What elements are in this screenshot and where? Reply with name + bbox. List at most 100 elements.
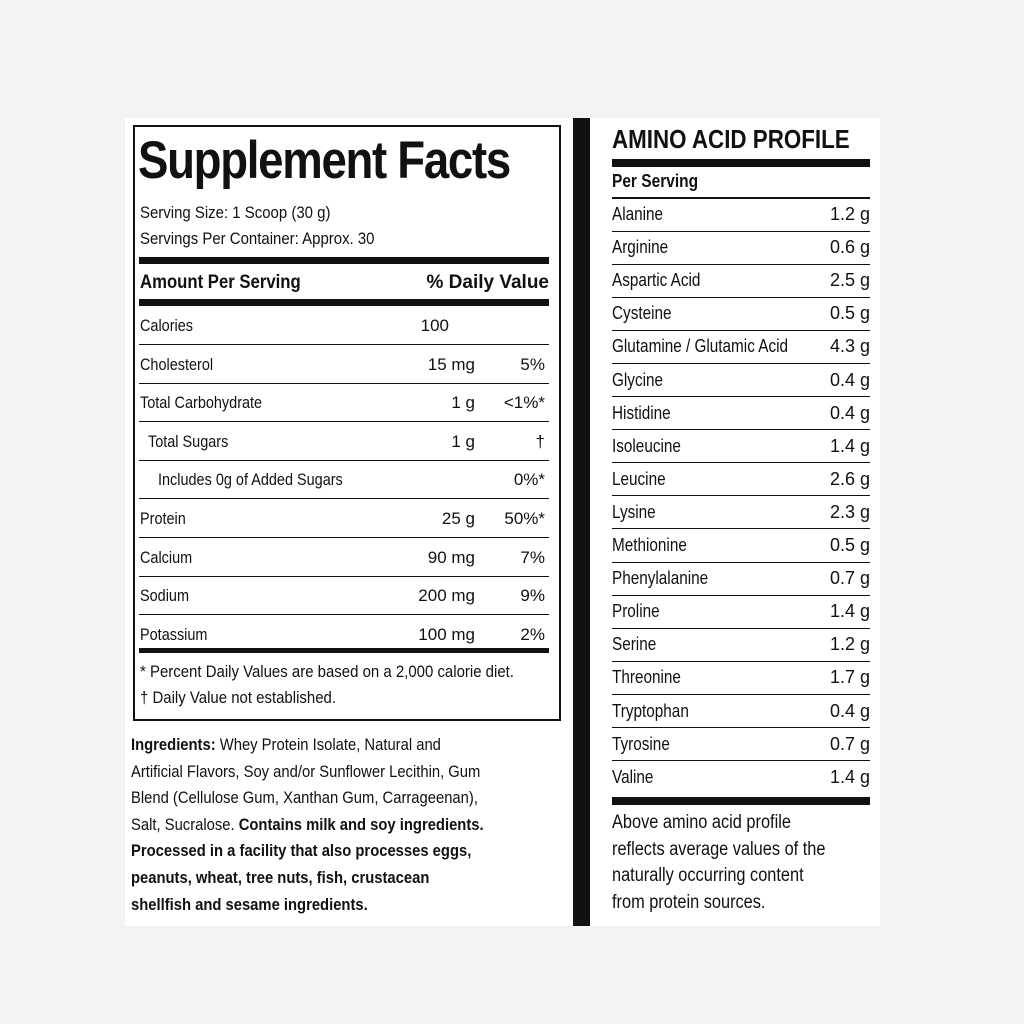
ingredients-segment: shellfish and sesame ingredients. <box>131 894 368 914</box>
nutrient-amount: 100 mg <box>418 624 475 644</box>
amino-acid-name: Alanine <box>612 204 664 224</box>
nutrient-row: Cholesterol 15 mg 5% <box>139 345 549 384</box>
daily-value-header: % Daily Value <box>426 272 549 293</box>
nutrient-amount: 200 mg <box>418 586 475 606</box>
nutrient-amount: 90 mg <box>427 547 475 567</box>
nutrient-name: Calcium <box>140 547 193 567</box>
ingredients-segment: peanuts, wheat, tree nuts, fish, crustac… <box>131 867 430 887</box>
nutrient-amount: 25 g <box>441 509 475 528</box>
amino-acid-name: Methionine <box>612 535 687 555</box>
amino-acid-row: Threonine 1.7 g <box>612 662 870 695</box>
supplement-facts-box <box>133 125 561 721</box>
nutrient-daily-value: † <box>535 431 545 451</box>
amino-acid-name: Arginine <box>612 237 669 258</box>
nutrient-daily-value: 7% <box>520 547 545 567</box>
amino-acid-value: 0.7 g <box>829 568 870 589</box>
amino-acid-row: Aspartic Acid 2.5 g <box>612 265 870 298</box>
amino-acid-row: Serine 1.2 g <box>612 629 870 662</box>
nutrient-amount: 1 g <box>451 431 475 451</box>
nutrient-name: Protein <box>140 509 186 528</box>
divider-thick <box>139 648 549 653</box>
amino-acid-name: Cysteine <box>612 303 672 324</box>
amino-acid-name: Phenylalanine <box>612 568 709 589</box>
nutrient-name: Calories <box>140 316 194 335</box>
nutrient-row: Total Carbohydrate 1 g <1%* <box>139 383 549 423</box>
amino-acid-value: 0.6 g <box>829 237 870 258</box>
amino-acid-row: Glycine 0.4 g <box>612 365 870 397</box>
ingredients-line: Salt, Sucralose. Contains milk and soy i… <box>131 812 484 839</box>
amino-acid-name: Lysine <box>612 501 656 522</box>
ingredients-segment: Blend (Cellulose Gum, Xanthan Gum, Carra… <box>131 788 478 808</box>
nutrient-amount: 100 <box>420 316 449 335</box>
amino-acid-row: Cysteine 0.5 g <box>612 298 870 331</box>
amino-acid-row: Tryptophan 0.4 g <box>612 696 870 728</box>
amino-acid-name: Glutamine / Glutamic Acid <box>612 336 789 357</box>
footnote-percent-dv: * Percent Daily Values are based on a 2,… <box>140 662 514 681</box>
amino-acid-title: AMINO ACID PROFILE <box>612 124 850 154</box>
nutrient-name: Sodium <box>140 586 189 606</box>
divider-thick <box>612 159 870 167</box>
amino-acid-value: 1.4 g <box>829 435 870 456</box>
amino-note-line: from protein sources. <box>612 891 766 913</box>
amino-acid-name: Threonine <box>612 667 681 688</box>
amino-acid-name: Histidine <box>612 402 671 423</box>
amino-acid-row: Alanine 1.2 g <box>612 199 870 232</box>
nutrient-row: Total Sugars 1 g † <box>139 422 549 461</box>
ingredients-segment: Processed in a facility that also proces… <box>131 841 472 861</box>
nutrient-daily-value: 50%* <box>504 509 545 528</box>
divider <box>612 197 870 199</box>
nutrient-daily-value: <1%* <box>503 393 545 413</box>
amino-acid-row: Arginine 0.6 g <box>612 232 870 265</box>
vertical-divider-bar <box>573 118 590 926</box>
amino-acid-name: Glycine <box>612 369 664 390</box>
nutrient-name: Cholesterol <box>140 354 214 374</box>
nutrient-daily-value: 5% <box>520 354 545 374</box>
ingredients-segment: Ingredients: <box>131 735 216 754</box>
nutrient-row: Calories 100 <box>139 306 549 345</box>
amino-acid-row: Proline 1.4 g <box>612 596 870 629</box>
nutrient-amount: 15 mg <box>427 354 475 374</box>
nutrient-name: Total Carbohydrate <box>140 393 263 413</box>
nutrient-row: Potassium 100 mg 2% <box>139 615 549 653</box>
ingredients-segment: Artificial Flavors, Soy and/or Sunflower… <box>131 761 481 781</box>
servings-per-container: Servings Per Container: Approx. 30 <box>140 229 375 248</box>
amino-acid-value: 0.7 g <box>829 733 870 754</box>
ingredients-segment: Salt, Sucralose. <box>131 814 239 834</box>
footnote-dagger: † Daily Value not established. <box>140 688 336 707</box>
amino-acid-name: Proline <box>612 601 660 622</box>
amino-acid-name: Aspartic Acid <box>612 270 701 291</box>
amino-acid-value: 2.3 g <box>829 501 870 522</box>
amino-acid-value: 1.2 g <box>829 204 870 224</box>
amino-acid-value: 0.4 g <box>829 700 870 721</box>
amino-acid-row: Valine 1.4 g <box>612 762 870 794</box>
ingredients-line: Artificial Flavors, Soy and/or Sunflower… <box>131 759 484 786</box>
divider-thick <box>612 797 870 805</box>
supplement-facts-title: Supplement Facts <box>138 131 511 190</box>
nutrient-daily-value: 2% <box>520 624 545 644</box>
amino-acid-value: 4.3 g <box>829 336 870 357</box>
serving-size: Serving Size: 1 Scoop (30 g) <box>140 203 331 222</box>
amino-note-line: Above amino acid profile <box>612 812 791 833</box>
ingredients-line: Ingredients: Whey Protein Isolate, Natur… <box>131 732 484 759</box>
nutrient-daily-value: 0%* <box>513 470 545 490</box>
nutrient-row: Includes 0g of Added Sugars 0%* <box>139 460 549 500</box>
nutrient-row: Calcium 90 mg 7% <box>139 538 549 577</box>
nutrient-amount: 1 g <box>451 393 475 413</box>
divider-thick <box>139 257 549 264</box>
amino-acid-name: Isoleucine <box>612 435 681 456</box>
amino-acid-name: Tyrosine <box>612 733 670 754</box>
amino-acid-row: Lysine 2.3 g <box>612 497 870 530</box>
amino-acid-row: Methionine 0.5 g <box>612 530 870 563</box>
ingredients-line: Processed in a facility that also proces… <box>131 838 484 865</box>
ingredients-segment: Contains milk and soy ingredients. <box>238 814 484 834</box>
amino-acid-value: 1.2 g <box>829 634 870 655</box>
amino-acid-value: 2.6 g <box>829 468 870 489</box>
amount-per-serving-header: Amount Per Serving <box>140 272 301 293</box>
nutrient-name: Total Sugars <box>148 431 229 451</box>
ingredients-line: Blend (Cellulose Gum, Xanthan Gum, Carra… <box>131 785 484 812</box>
amino-acid-value: 0.5 g <box>829 535 870 555</box>
amino-per-serving: Per Serving <box>612 171 699 191</box>
amino-acid-row: Glutamine / Glutamic Acid 4.3 g <box>612 331 870 364</box>
amino-acid-row: Phenylalanine 0.7 g <box>612 563 870 596</box>
amino-note-line: reflects average values of the <box>612 838 826 860</box>
